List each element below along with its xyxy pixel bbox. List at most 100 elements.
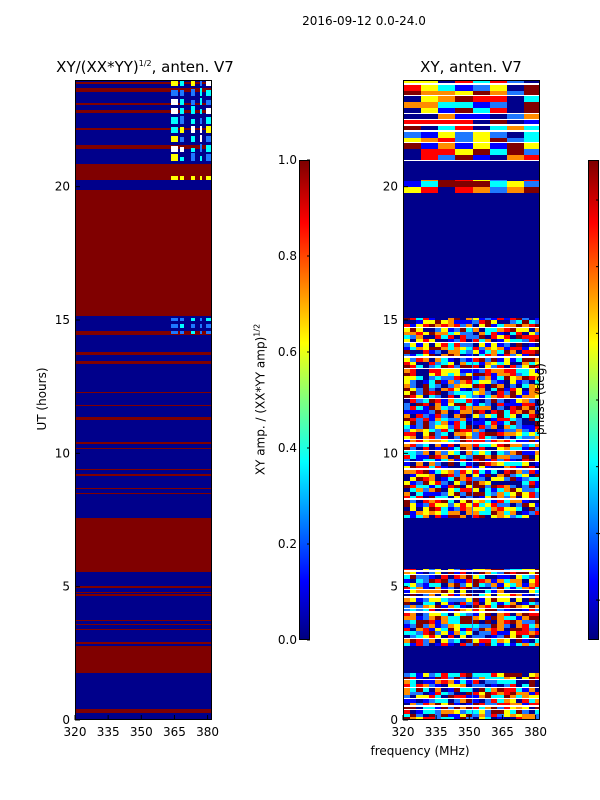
phase-cell [522,331,529,336]
phase-cell [491,477,498,481]
phase-cell [460,320,467,325]
phase-cell [491,402,498,407]
phase-cell [410,447,417,452]
amplitude-rfi-block [171,317,178,321]
phase-cell [516,380,523,384]
phase-cell [516,443,523,448]
phase-cell [404,635,411,639]
phase-cell [453,673,461,677]
phase-cell [509,339,517,343]
phase-cell [516,406,523,411]
phase-cell [472,365,479,369]
phase-gap-line [404,686,539,688]
phase-cell [506,96,524,103]
phase-cell [410,357,417,362]
phase-cell [497,514,504,519]
phase-cell [453,387,461,392]
phase-cell [421,143,439,150]
phase-cell [466,387,473,392]
phase-cell [416,638,423,643]
phase-cell [447,590,454,595]
phase-cell [410,346,417,351]
amplitude-stripe [76,391,211,393]
phase-cell [466,417,473,422]
phase-cell [484,462,492,467]
phase-cell [466,439,473,444]
phase-cell [435,391,442,396]
phase-cell [509,443,517,448]
phase-cell [497,492,504,496]
phase-cell [484,398,492,403]
phase-cell [528,612,535,617]
phase-cell [491,676,498,681]
phase-cell [472,458,479,463]
phase-cell [428,706,436,711]
phase-cell [522,507,529,511]
phase-cell [453,391,461,396]
phase-cell [491,413,498,418]
phase-cell [404,346,411,351]
phase-cell [516,488,523,493]
phase-cell [435,627,442,632]
phase-cell [422,417,429,422]
phase-cell [438,90,456,97]
phase-cell [534,481,539,485]
phase-cell [447,369,454,373]
phase-cell [484,492,492,496]
amplitude-stripe [76,405,211,407]
amplitude-rfi-block [171,99,178,105]
phase-cell [491,717,498,719]
phase-cell [484,631,492,636]
amplitude-rfi-block [179,89,185,96]
phase-cell [416,695,423,700]
phase-cell [428,631,436,636]
phase-cell [422,601,429,606]
phase-cell [516,451,523,455]
phase-cell [534,327,539,332]
amplitude-rfi-block [190,147,196,152]
phase-cell [472,503,479,508]
phase-cell [447,357,454,362]
phase-cell [421,149,439,156]
phase-cell [472,96,490,103]
phase-cell [447,586,454,591]
phase-cell [410,350,417,355]
phase-cell [478,582,485,587]
phase-cell [422,331,429,336]
phase-cell [484,350,492,355]
phase-cell [528,320,535,325]
phase-cell [460,642,467,647]
phase-cell [528,586,535,591]
phase-cell [491,590,498,595]
amplitude-rfi-block [199,176,202,180]
phase-cell [509,369,517,373]
phase-cell [528,695,535,700]
phase-cell [506,119,524,126]
phase-cell [534,680,539,685]
phase-cell [422,365,429,369]
phase-cell [484,324,492,328]
phase-cell [484,609,492,613]
phase-cell [453,710,461,714]
phase-cell [523,81,539,85]
phase-cell [460,687,467,692]
amplitude-rfi-block [190,118,196,124]
phase-cell [404,131,422,138]
phase-cell [528,365,535,369]
phase-cell [478,623,485,628]
phase-cell [472,616,479,621]
phase-cell [421,125,439,132]
amplitude-band-high [76,518,211,572]
phase-cell [428,616,436,621]
phase-cell [472,481,479,485]
phase-cell [404,616,411,621]
phase-cell [509,473,517,478]
phase-cell [491,605,498,609]
phase-cell [404,395,411,399]
phase-cell [528,369,535,373]
phase-cell [503,432,510,437]
amplitude-stripe [76,594,211,596]
phase-cell [416,443,423,448]
phase-cell [534,458,539,463]
phase-cell [404,143,422,150]
